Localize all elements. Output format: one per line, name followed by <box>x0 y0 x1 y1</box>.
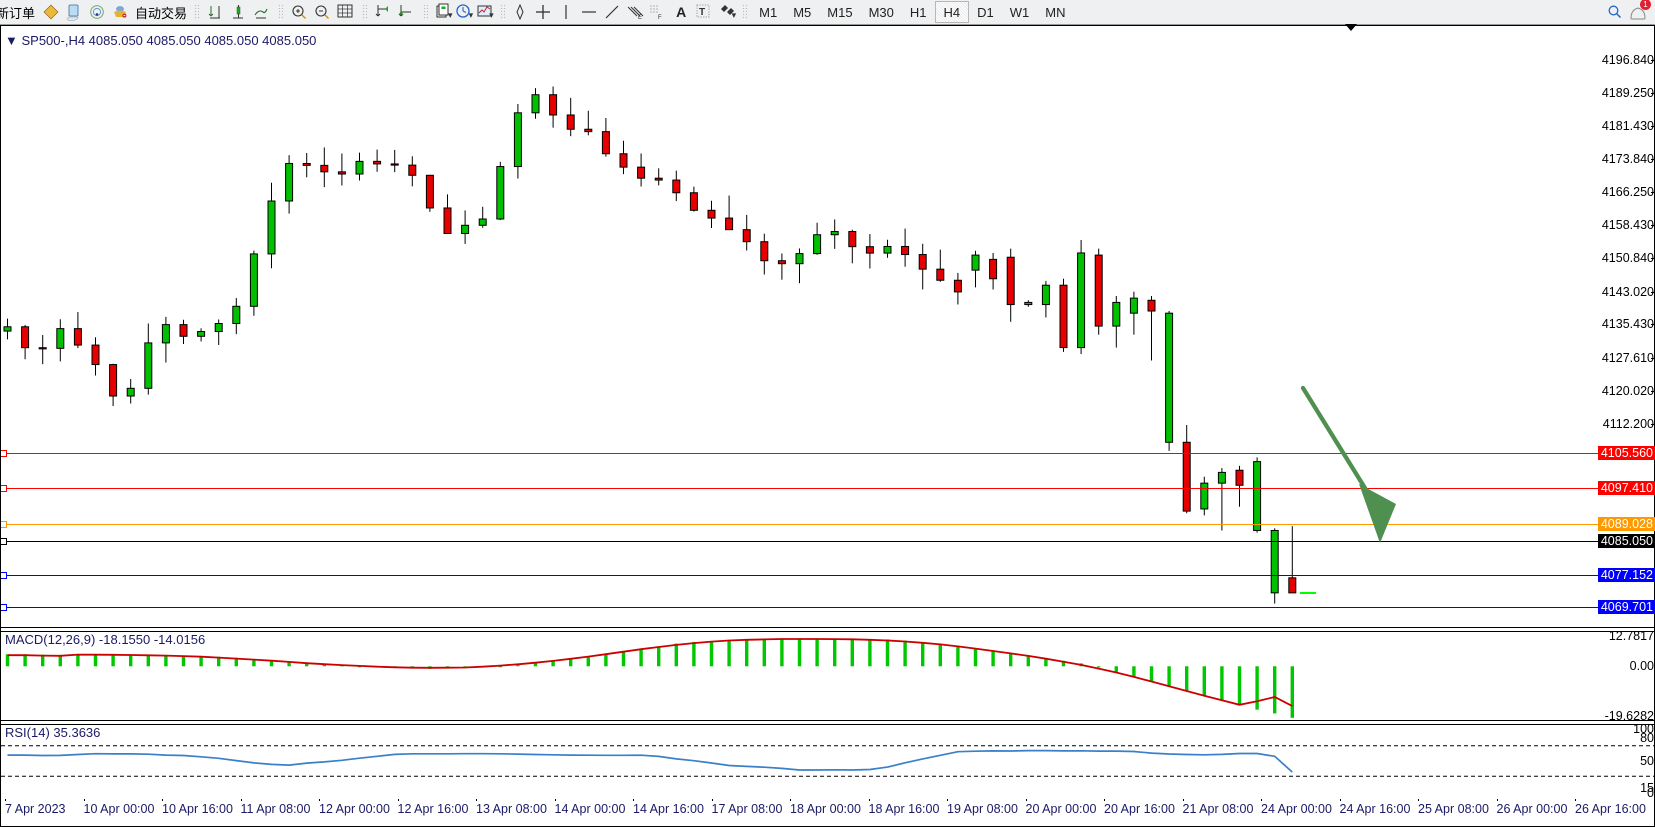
svg-text:F: F <box>658 15 662 21</box>
svg-text:T: T <box>699 7 705 18</box>
svg-text:E: E <box>638 15 642 21</box>
